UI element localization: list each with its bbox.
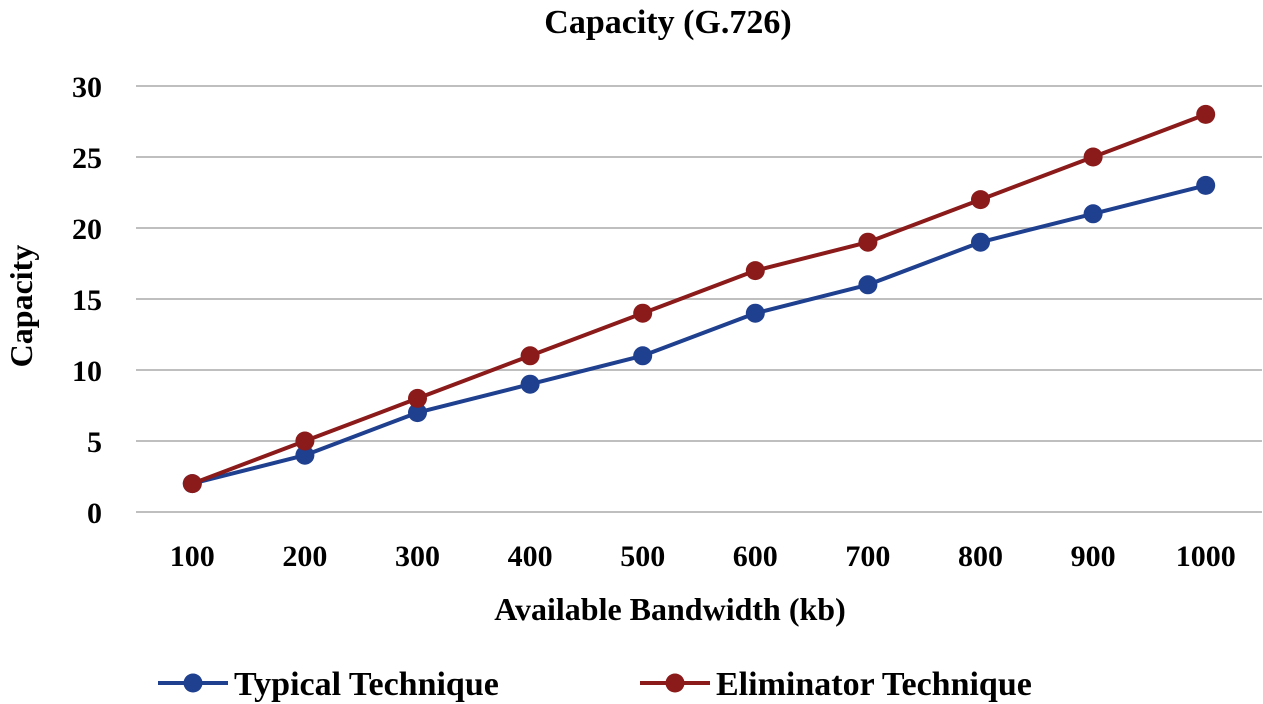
x-axis-label: Available Bandwidth (kb) <box>494 591 846 627</box>
data-point <box>858 275 878 295</box>
y-tick-label: 5 <box>87 426 102 459</box>
y-tick-label: 10 <box>72 355 102 388</box>
data-point <box>633 303 653 323</box>
data-point <box>520 346 540 366</box>
x-tick-label: 600 <box>733 540 778 573</box>
legend-item: Typical Technique <box>158 666 499 703</box>
legend-label: Eliminator Technique <box>716 666 1032 703</box>
y-axis-label: Capacity <box>3 245 39 368</box>
series-line <box>191 183 1207 486</box>
data-point <box>408 388 427 408</box>
data-point <box>633 346 653 366</box>
data-point <box>1196 104 1216 124</box>
data-point <box>745 261 765 281</box>
legend: Typical Technique Eliminator Technique <box>158 666 1032 703</box>
x-tick-label: 400 <box>508 540 553 573</box>
chart-title: Capacity (G.726) <box>544 4 791 41</box>
gridlines <box>136 85 1262 513</box>
data-point <box>1196 175 1216 195</box>
x-tick-label: 500 <box>620 540 665 573</box>
x-tick-label: 900 <box>1071 540 1116 573</box>
y-tick-label: 0 <box>87 497 102 530</box>
x-tick-labels: 100 200 300 400 500 600 700 800 900 1000 <box>170 540 1236 573</box>
legend-marker <box>183 673 203 693</box>
x-tick-label: 800 <box>958 540 1003 573</box>
x-tick-label: 200 <box>282 540 327 573</box>
data-point <box>520 374 540 394</box>
data-point <box>745 303 765 323</box>
x-tick-label: 1000 <box>1176 540 1236 573</box>
legend-item: Eliminator Technique <box>640 666 1032 703</box>
data-point <box>971 232 990 252</box>
data-point <box>971 190 990 210</box>
data-point <box>1083 204 1103 224</box>
x-tick-label: 100 <box>170 540 215 573</box>
legend-marker <box>665 673 685 693</box>
data-point <box>295 445 315 465</box>
data-point <box>408 403 427 423</box>
data-point <box>295 431 315 451</box>
data-point <box>1083 147 1103 167</box>
y-tick-labels: 0 5 10 15 20 25 30 <box>72 71 102 530</box>
series-1 <box>182 104 1216 494</box>
y-tick-label: 30 <box>72 71 102 104</box>
series-line <box>191 112 1207 486</box>
y-tick-label: 25 <box>72 142 102 175</box>
x-tick-label: 300 <box>395 540 440 573</box>
legend-label: Typical Technique <box>234 666 499 703</box>
y-tick-label: 20 <box>72 213 102 246</box>
data-point <box>182 474 202 494</box>
y-tick-label: 15 <box>72 284 102 317</box>
series-0 <box>182 175 1216 494</box>
x-tick-label: 700 <box>845 540 890 573</box>
series-lines <box>182 104 1216 494</box>
data-point <box>858 232 878 252</box>
